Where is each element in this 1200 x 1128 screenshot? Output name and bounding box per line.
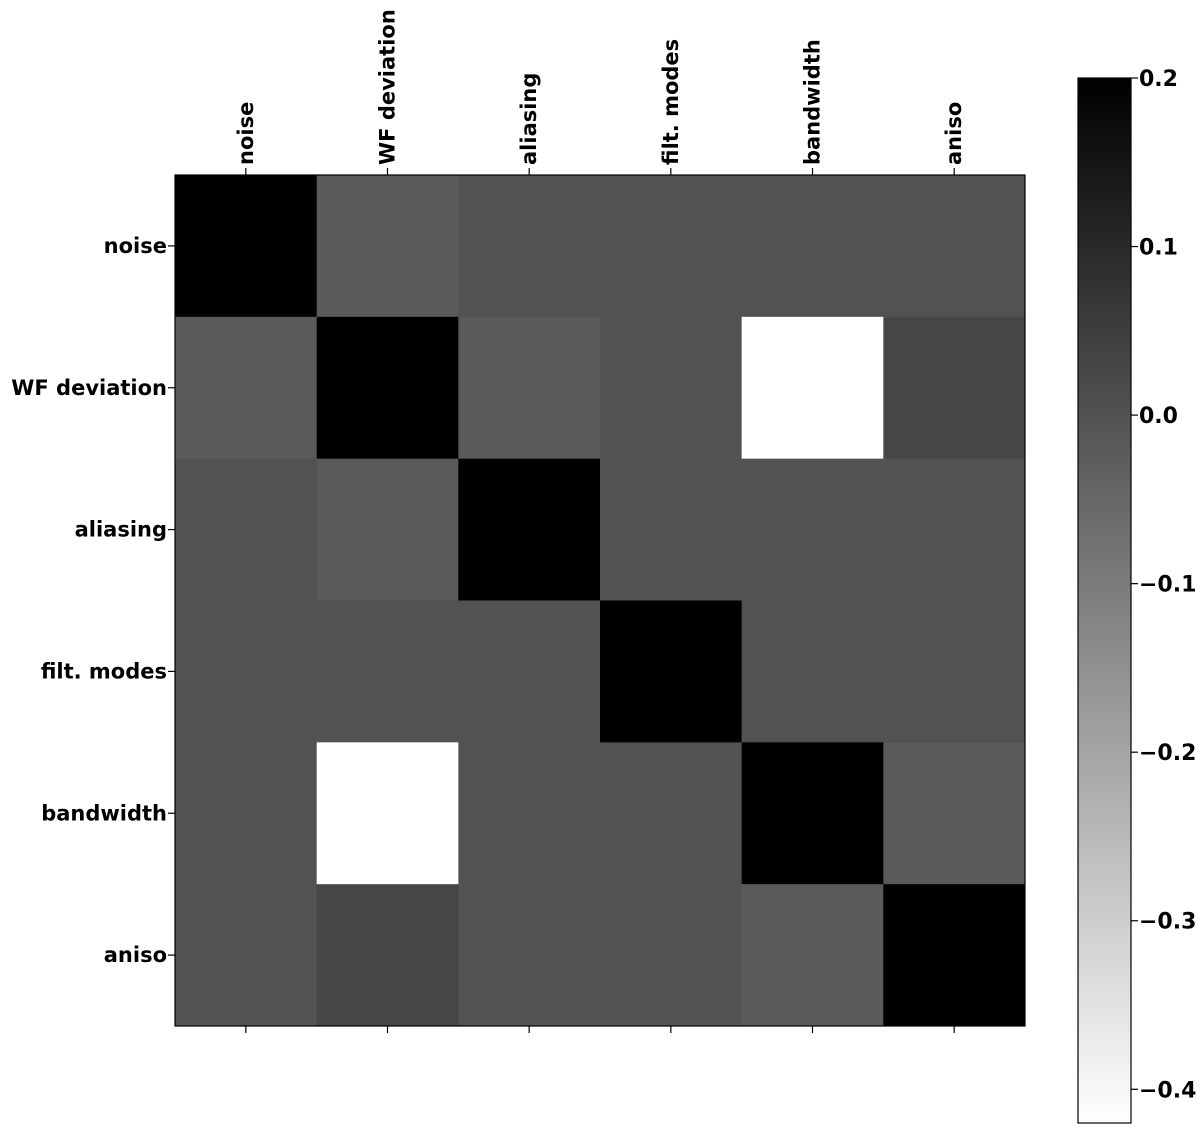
heatmap-cell-2-2 <box>458 458 601 601</box>
heatmap-cell-4-3 <box>600 742 743 885</box>
heatmap-cell-0-3 <box>600 175 743 318</box>
heatmap-cell-1-2 <box>458 316 601 460</box>
x-tick-label: bandwidth <box>801 39 825 165</box>
heatmap-cell-1-0 <box>175 316 318 460</box>
x-tick-label: WF deviation <box>376 9 400 165</box>
heatmap-cell-3-2 <box>458 600 601 743</box>
heatmap-cell-1-1 <box>316 316 459 460</box>
y-tick-label: noise <box>104 234 167 258</box>
y-axis-ticks: noise WF deviation aliasing filt. modes band… <box>11 234 175 967</box>
heatmap-cell-0-1 <box>316 175 459 318</box>
heatmap-cell-3-0 <box>175 600 318 743</box>
heatmap-cell-2-0 <box>175 458 318 601</box>
heatmap-cell-3-3 <box>600 600 743 743</box>
heatmap-cell-4-1 <box>316 742 459 885</box>
colorbar-tick-label: −0.2 <box>1139 741 1196 766</box>
heatmap-cell-5-1 <box>316 884 459 1027</box>
colorbar-tick-label: 0.2 <box>1139 67 1178 92</box>
heatmap-cell-2-5 <box>883 458 1026 601</box>
heatmap-cell-3-5 <box>883 600 1026 743</box>
colorbar <box>1077 77 1132 1124</box>
heatmap-cell-4-0 <box>175 742 318 885</box>
heatmap-cell-4-5 <box>883 742 1026 885</box>
y-tick-label: aliasing <box>75 518 167 542</box>
heatmap-cell-0-0 <box>175 175 318 318</box>
heatmap-cell-5-3 <box>600 884 743 1027</box>
heatmap-cell-4-4 <box>741 742 884 885</box>
colorbar-ticks: 0.2 0.1 0.0 −0.1 −0.2 −0.3 −0.4 <box>1131 67 1196 1103</box>
heatmap-cell-1-3 <box>600 316 743 460</box>
heatmap-cell-2-3 <box>600 458 743 601</box>
x-tick-label: filt. modes <box>659 39 683 165</box>
heatmap-cell-0-2 <box>458 175 601 318</box>
heatmap-cell-1-5 <box>883 316 1026 460</box>
colorbar-tick-label: 0.1 <box>1139 236 1178 261</box>
x-tick-label: aniso <box>942 102 966 165</box>
heatmap-cell-5-4 <box>741 884 884 1027</box>
heatmap-cell-3-4 <box>741 600 884 743</box>
heatmap-cell-4-2 <box>458 742 601 885</box>
colorbar-tick-label: −0.3 <box>1139 910 1196 935</box>
heatmap-cells <box>175 175 1026 1027</box>
y-tick-label: WF deviation <box>11 376 167 400</box>
heatmap-cell-2-4 <box>741 458 884 601</box>
colorbar-tick-label: −0.4 <box>1139 1078 1196 1103</box>
colorbar-tick-label: 0.0 <box>1139 404 1178 429</box>
x-tick-label: noise <box>234 102 258 165</box>
x-tick-label: aliasing <box>517 73 541 165</box>
heatmap-cell-5-2 <box>458 884 601 1027</box>
heatmap-cell-0-5 <box>883 175 1026 318</box>
plot-frame <box>174 174 1026 1027</box>
heatmap-cell-1-4 <box>741 316 884 460</box>
y-tick-label: aniso <box>104 943 167 967</box>
heatmap-cell-3-1 <box>316 600 459 743</box>
heatmap-cell-0-4 <box>741 175 884 318</box>
y-tick-label: bandwidth <box>41 801 167 825</box>
heatmap-cell-5-5 <box>883 884 1026 1027</box>
y-tick-label: filt. modes <box>41 659 167 683</box>
heatmap-cell-5-0 <box>175 884 318 1027</box>
x-axis-ticks: noise WF deviation aliasing filt. modes band… <box>234 9 966 1033</box>
colorbar-tick-label: −0.1 <box>1139 573 1196 598</box>
heatmap-cell-2-1 <box>316 458 459 601</box>
